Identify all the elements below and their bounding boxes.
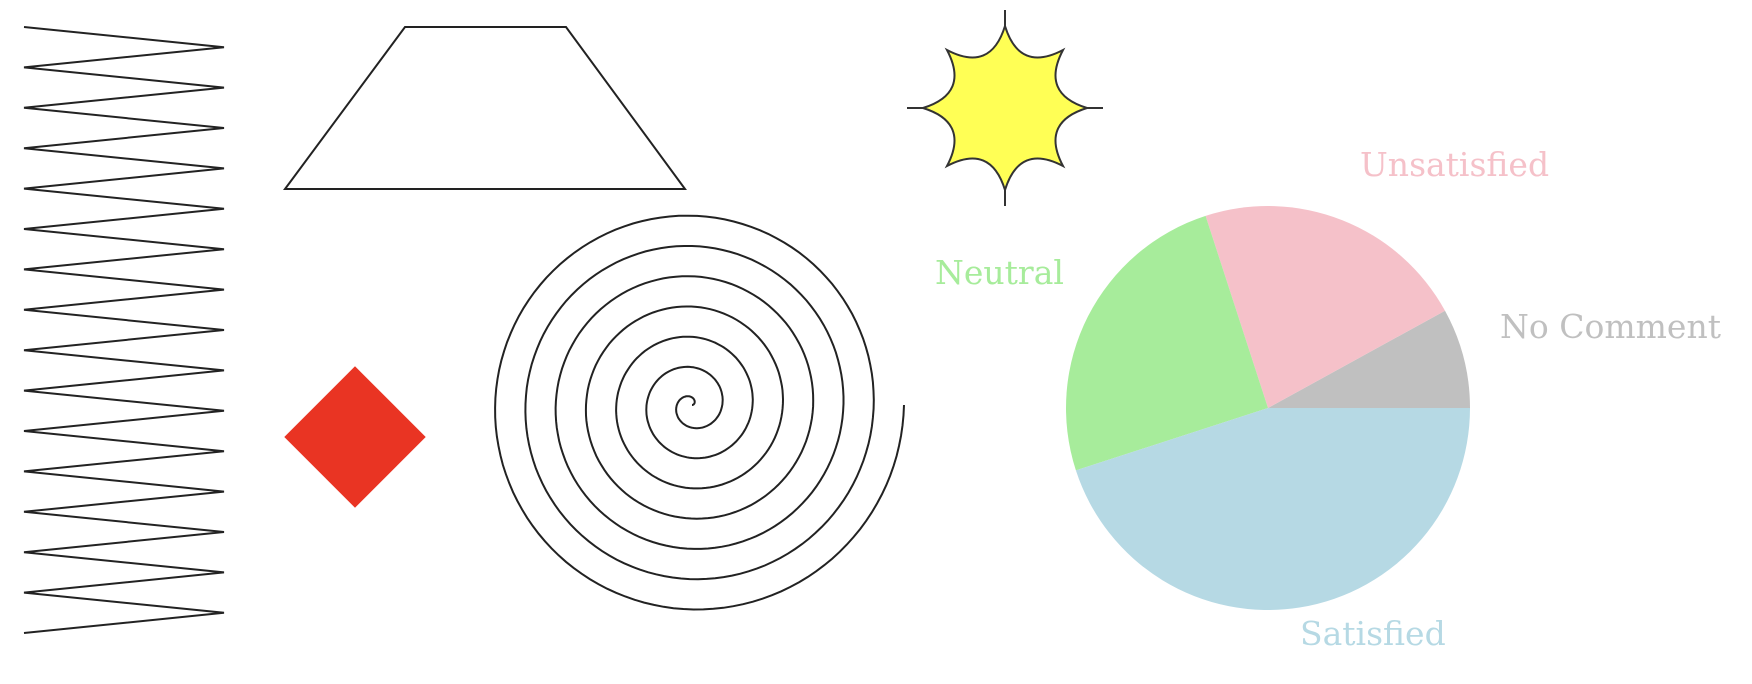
diamond-shape <box>284 366 426 508</box>
pie-label-unsatisfied: Unsatisfied <box>1360 145 1549 184</box>
pie-label-satisfied: Satisfied <box>1300 614 1446 653</box>
pie-slice-unsatisfied <box>1205 206 1446 408</box>
satisfaction-pie-chart: No Comment Unsatisfied Neutral Satisfied <box>935 145 1721 653</box>
star-shape <box>907 10 1103 206</box>
pie-slice-no-comment <box>1268 310 1470 408</box>
spiral-line <box>494 214 905 611</box>
pie-label-neutral: Neutral <box>935 253 1064 292</box>
pie-label-no-comment: No Comment <box>1500 307 1721 346</box>
star-burst <box>919 22 1091 194</box>
star-rays <box>907 10 1103 206</box>
pie-slice-satisfied <box>1075 408 1470 610</box>
pie-slice-neutral <box>1066 215 1268 471</box>
zigzag-line <box>23 26 225 634</box>
trapezoid-shape <box>283 26 687 190</box>
